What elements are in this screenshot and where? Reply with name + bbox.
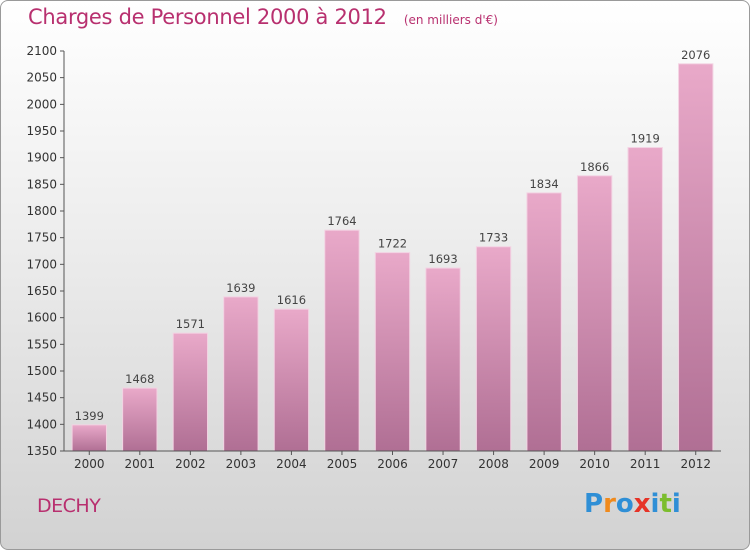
bar-2000 xyxy=(71,424,107,452)
logo-letter: r xyxy=(603,489,616,519)
bar-2009 xyxy=(526,192,562,452)
y-tick-label: 1900 xyxy=(26,151,57,165)
y-tick-label: 2000 xyxy=(26,97,57,111)
place-name: DECHY xyxy=(37,495,101,517)
x-tick-label: 2004 xyxy=(276,457,307,471)
x-tick-label: 2003 xyxy=(226,457,257,471)
logo-letter: i xyxy=(650,489,660,519)
bar-2001 xyxy=(122,387,158,452)
bar-value-label: 1616 xyxy=(277,293,306,307)
y-tick-label: 1500 xyxy=(26,364,57,378)
chart-title: Charges de Personnel 2000 à 2012 xyxy=(28,5,387,29)
logo-letter: o xyxy=(615,489,634,519)
y-tick-label: 2050 xyxy=(26,71,57,85)
bar-2004 xyxy=(273,308,310,452)
bar-value-label: 1571 xyxy=(176,317,205,331)
x-tick-label: 2008 xyxy=(478,457,509,471)
x-tick-label: 2001 xyxy=(125,457,156,471)
y-axis: 1350 1400 1450 1500 1550 1600 1650 1700 1750 1800… xyxy=(26,44,65,458)
bar-value-label: 1693 xyxy=(428,252,457,266)
bar-value-label: 1764 xyxy=(327,214,356,228)
bar-2008 xyxy=(475,246,512,452)
x-axis: 2000 2001 2002 2003 2004 2005 2006 2007 2008 2009… xyxy=(64,450,721,471)
bar-value-label: 1866 xyxy=(580,160,609,174)
bar-2010 xyxy=(576,175,613,452)
x-tick-label: 2002 xyxy=(175,457,206,471)
y-tick-label: 1350 xyxy=(26,444,57,458)
y-tick-label: 1750 xyxy=(26,231,57,245)
bars: 1399 1468 1571 1639 1616 1764 1722 1693 1733 1834… xyxy=(71,48,714,452)
bar-value-label: 1468 xyxy=(125,372,154,386)
bar-value-label: 2076 xyxy=(681,48,710,62)
logo-letter: x xyxy=(633,489,651,519)
logo-letter: i xyxy=(671,489,681,519)
y-tick-label: 1850 xyxy=(26,177,57,191)
bar-2006 xyxy=(374,252,411,452)
x-tick-label: 2010 xyxy=(579,457,610,471)
bar-value-label: 1639 xyxy=(226,281,255,295)
x-tick-label: 2007 xyxy=(428,457,459,471)
x-tick-label: 2012 xyxy=(680,457,711,471)
x-tick-label: 2011 xyxy=(630,457,661,471)
x-tick-label: 2006 xyxy=(377,457,408,471)
y-tick-label: 1800 xyxy=(26,204,57,218)
x-tick-label: 2000 xyxy=(74,457,105,471)
bar-2011 xyxy=(627,147,663,452)
logo-letter: P xyxy=(584,489,604,519)
bar-2012 xyxy=(678,63,714,452)
bar-2002 xyxy=(172,332,209,452)
logo-letter: t xyxy=(659,489,672,519)
bar-value-label: 1919 xyxy=(631,132,660,146)
x-tick-label: 2005 xyxy=(327,457,358,471)
bar-2003 xyxy=(223,296,259,452)
bar-2005 xyxy=(324,229,360,452)
proxiti-logo: Proxiti xyxy=(584,489,681,519)
title-row: Charges de Personnel 2000 à 2012 (en mil… xyxy=(28,5,498,29)
bar-value-label: 1399 xyxy=(75,409,104,423)
y-tick-label: 1400 xyxy=(26,417,57,431)
y-tick-label: 1550 xyxy=(26,337,57,351)
chart-subtitle: (en milliers d'€) xyxy=(403,13,498,27)
y-tick-label: 2100 xyxy=(26,44,57,58)
bar-value-label: 1733 xyxy=(479,231,508,245)
y-tick-label: 1950 xyxy=(26,124,57,138)
y-tick-label: 1450 xyxy=(26,391,57,405)
y-tick-label: 1700 xyxy=(26,257,57,271)
bar-2007 xyxy=(425,267,461,452)
x-tick-label: 2009 xyxy=(529,457,560,471)
bar-value-label: 1722 xyxy=(378,237,407,251)
y-tick-label: 1600 xyxy=(26,311,57,325)
y-tick-label: 1650 xyxy=(26,284,57,298)
bar-value-label: 1834 xyxy=(529,177,558,191)
